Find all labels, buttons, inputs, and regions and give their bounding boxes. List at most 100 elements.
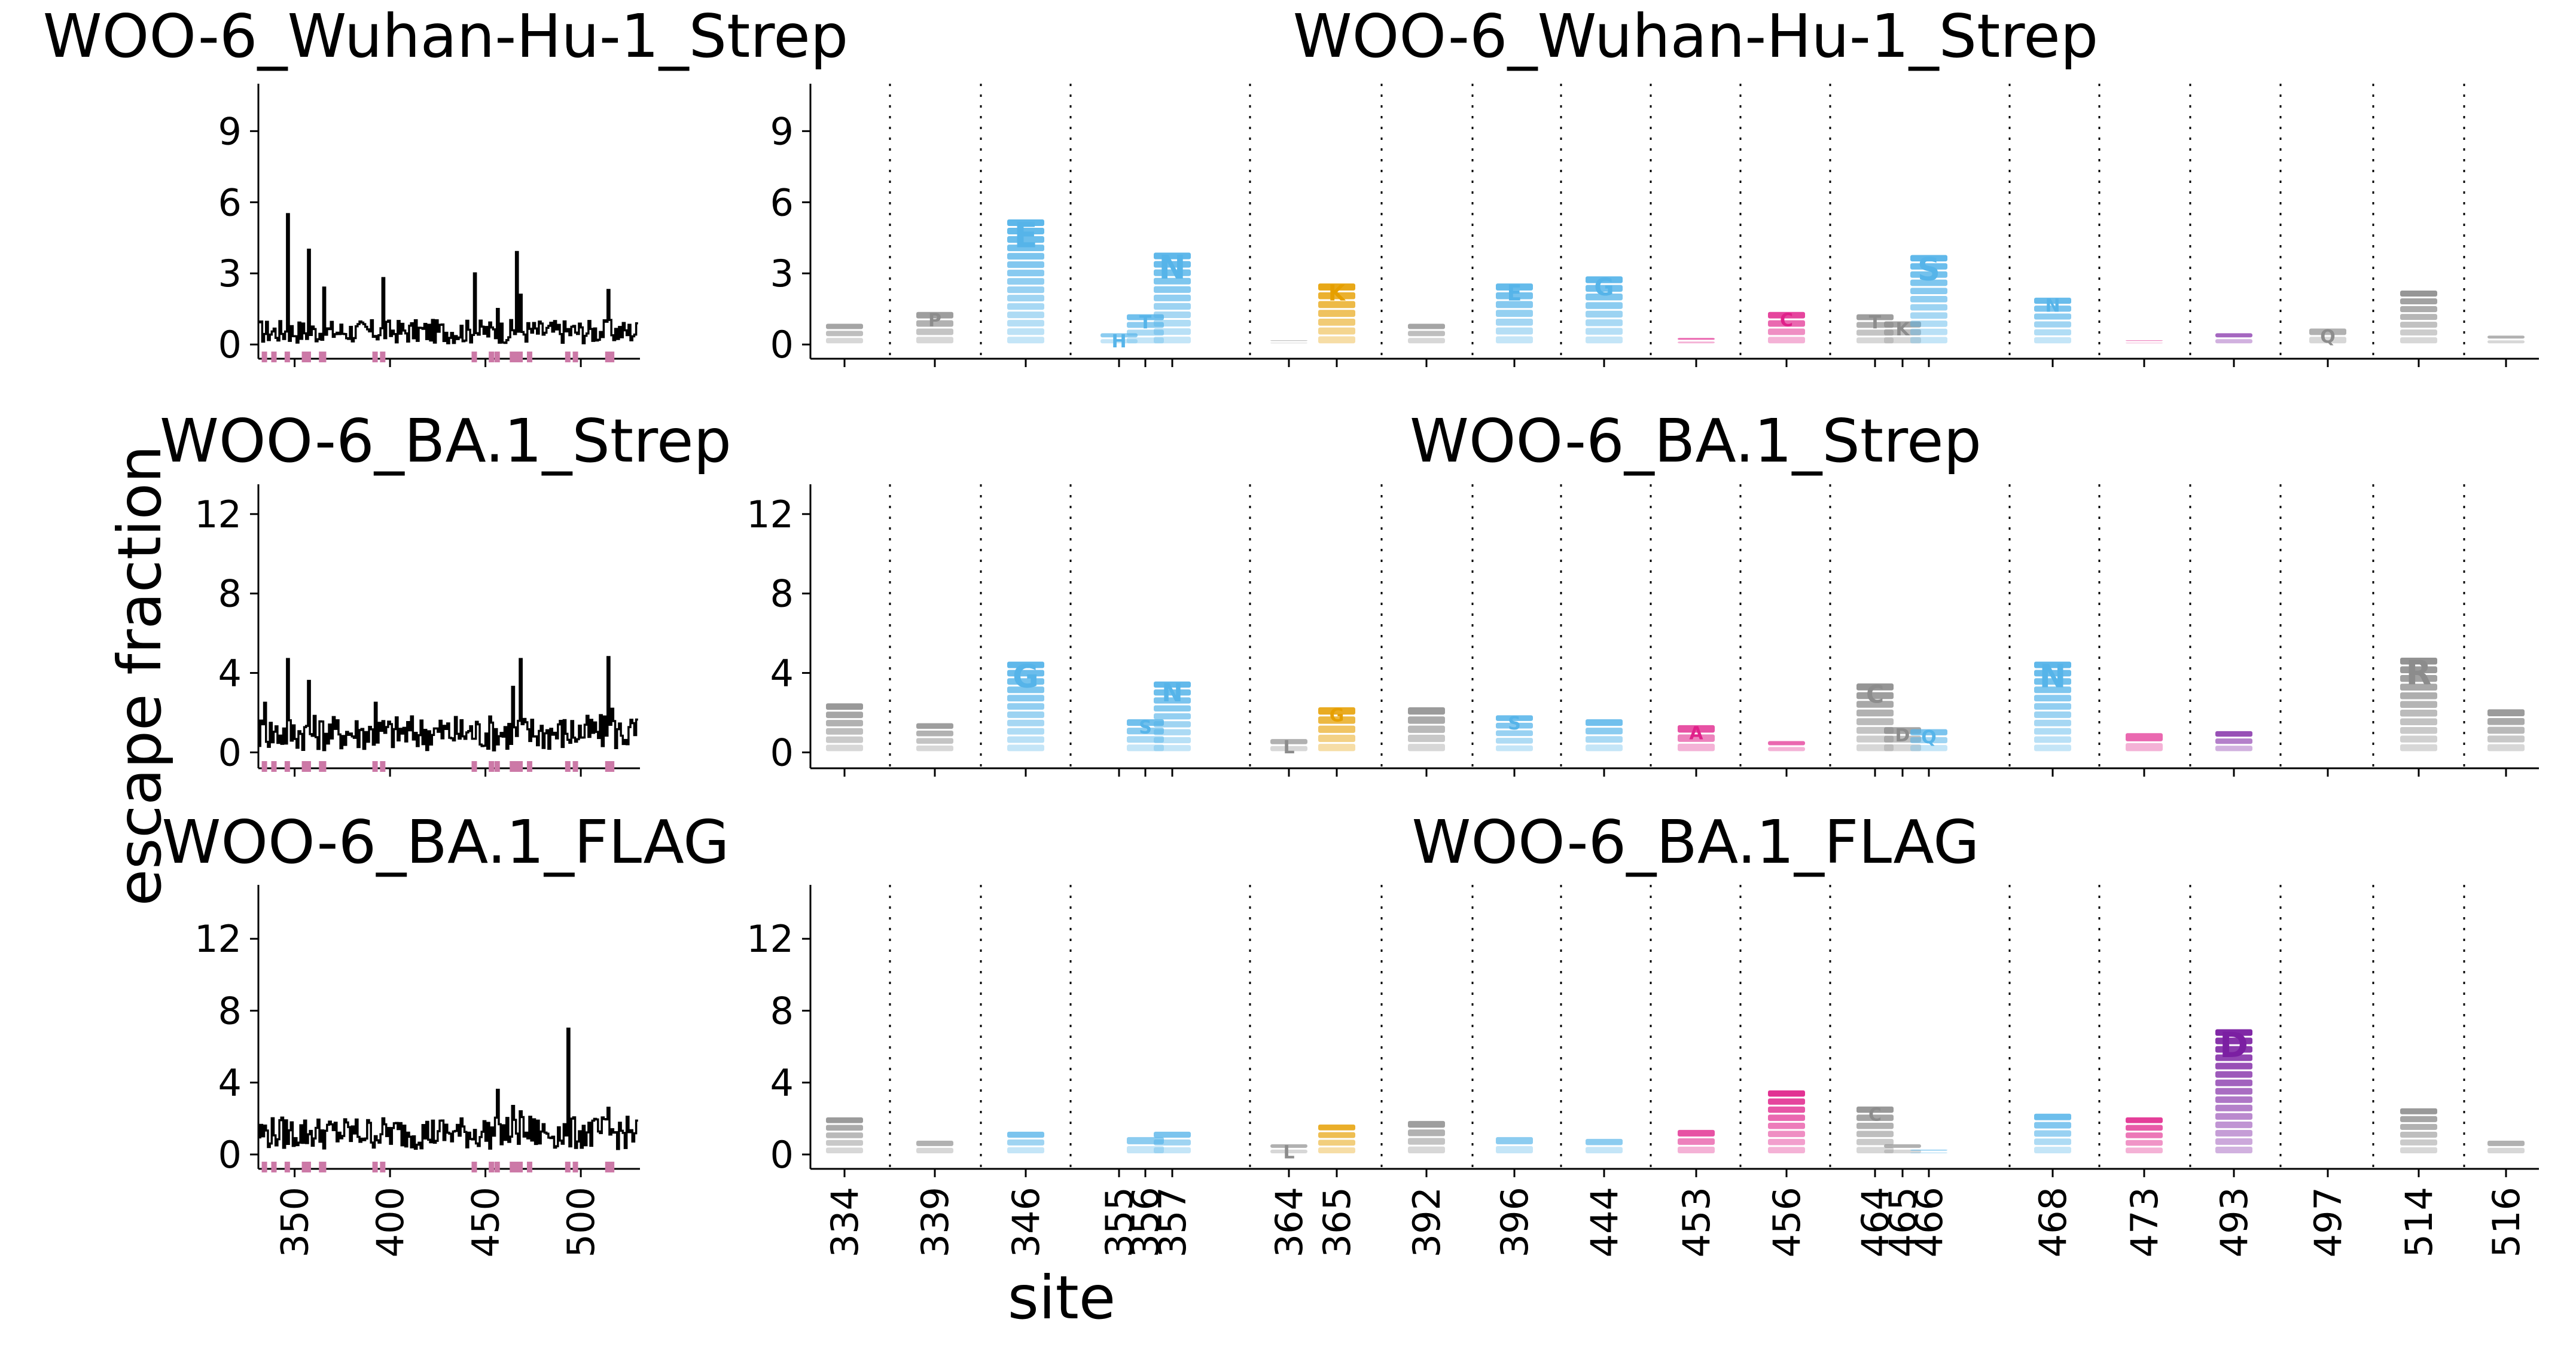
- logo-letter-band: [1270, 746, 1307, 752]
- logo-letter-band: [2400, 1131, 2437, 1138]
- logo-letter-band: [2034, 329, 2071, 335]
- logo-letter-band: [1910, 320, 1947, 327]
- site-marker: [565, 1162, 571, 1172]
- logo-letter-band: [1007, 328, 1044, 335]
- logo-letter-band: [1154, 252, 1191, 259]
- logo-letter-band: [1408, 744, 1445, 752]
- logo-letter-band: [916, 320, 953, 327]
- x-tick-label: 357: [1151, 1187, 1194, 1257]
- x-tick-label: 453: [1675, 1187, 1718, 1257]
- site-marker: [321, 761, 327, 772]
- site-marker: [284, 352, 290, 362]
- logo-letter-band: [2400, 1147, 2437, 1153]
- logo-letter-band: [1007, 278, 1044, 285]
- site-marker: [605, 761, 611, 772]
- logo-letter-band: [1408, 1146, 1445, 1153]
- logo-letter-band: [1408, 1129, 1445, 1137]
- x-tick-label: 334: [823, 1187, 867, 1257]
- site-marker: [489, 352, 495, 362]
- logo-letter-band: [1408, 707, 1445, 715]
- logo-letter-band: [1408, 338, 1445, 344]
- site-marker: [271, 1162, 277, 1172]
- logo-letter-band: [1154, 286, 1191, 293]
- logo-letter-band: [1496, 283, 1533, 291]
- site-marker: [609, 1162, 615, 1172]
- logo-letter-band: [1007, 711, 1044, 718]
- logo-letter-band: [2034, 1122, 2071, 1129]
- logo-letter-band: [2215, 1138, 2252, 1145]
- logo-letter-band: [1007, 1131, 1044, 1138]
- logo-letter-band: [1910, 263, 1947, 270]
- logo-letter-band: [1910, 1149, 1947, 1151]
- x-tick-label: 392: [1405, 1187, 1449, 1257]
- logo-letter-band: [1768, 1138, 1805, 1146]
- x-tick-label: 450: [464, 1187, 508, 1257]
- logo-letter-band: [1910, 304, 1947, 311]
- logo-letter-band: [1007, 311, 1044, 319]
- site-marker: [489, 1162, 495, 1172]
- logo-letter-band: [2034, 1113, 2071, 1120]
- logo-letter-band: [2126, 340, 2163, 341]
- y-tick-label: 4: [770, 652, 794, 695]
- logo-letter-band: [1884, 321, 1921, 328]
- site-marker: [284, 761, 290, 772]
- logo-letter-band: [2400, 1139, 2437, 1146]
- logo-letter-band: [916, 337, 953, 344]
- logo-letter-band: [1127, 728, 1164, 735]
- logo-top-letter: N: [2045, 295, 2060, 316]
- logo-letter-band: [1884, 1149, 1921, 1153]
- logo-letter-band: [1586, 276, 1623, 283]
- logo-letter-band: [1496, 730, 1533, 737]
- logo-letter-band: [2309, 337, 2346, 344]
- logo-letter-band: [1007, 303, 1044, 310]
- logo-letter-band: [826, 1125, 863, 1131]
- logo-letter-band: [1007, 1139, 1044, 1146]
- site-marker: [261, 761, 267, 772]
- logo-letter-band: [1496, 327, 1533, 335]
- y-tick-label: 0: [770, 323, 794, 366]
- logo-top-letter: N: [2040, 657, 2066, 695]
- logo-letter-band: [1318, 1124, 1355, 1131]
- x-tick-label: 497: [2306, 1187, 2350, 1257]
- panel-title: WOO-6_BA.1_Strep: [160, 406, 731, 476]
- logo-letter-band: [1007, 286, 1044, 294]
- logo-letter-band: [1154, 689, 1191, 696]
- logo-top-letter: C: [1780, 310, 1793, 331]
- logo-letter-band: [1586, 1138, 1623, 1146]
- logo-letter-band: [1586, 336, 1623, 344]
- logo-letter-band: [2400, 1108, 2437, 1114]
- logo-letter-band: [2215, 1104, 2252, 1111]
- logo-letter-band: [1586, 328, 1623, 335]
- logo-letter-band: [1318, 310, 1355, 317]
- logo-letter-band: [1586, 736, 1623, 743]
- site-marker: [261, 352, 267, 362]
- site-marker: [517, 352, 523, 362]
- logo-letter-band: [2126, 1140, 2163, 1146]
- x-tick-label: 355: [1098, 1187, 1141, 1257]
- logo-letter-band: [1318, 301, 1355, 309]
- y-tick-label: 8: [770, 572, 794, 616]
- logo-letter-band: [1496, 715, 1533, 721]
- logo-letter-band: [1318, 327, 1355, 335]
- y-tick-label: 4: [770, 1061, 794, 1105]
- logo-letter-band: [2215, 339, 2252, 344]
- logo-letter-band: [2034, 744, 2071, 752]
- logo-letter-band: [1768, 1090, 1805, 1097]
- logo-letter-band: [1154, 737, 1191, 744]
- logo-letter-band: [2034, 695, 2071, 702]
- logo-letter-band: [1318, 716, 1355, 724]
- panel-title: WOO-6_Wuhan-Hu-1_Strep: [1293, 1, 2098, 71]
- logo-letter-band: [2400, 726, 2437, 734]
- logo-top-letter: D: [1895, 725, 1910, 746]
- logo-letter-band: [1768, 320, 1805, 327]
- logo-letter-band: [2215, 1121, 2252, 1128]
- logo-letter-band: [1768, 1098, 1805, 1105]
- logo-top-letter: N: [1162, 678, 1182, 707]
- logo-letter-band: [1007, 253, 1044, 260]
- logo-letter-band: [1856, 709, 1894, 717]
- y-axis-label: escape fraction: [105, 445, 175, 906]
- logo-letter-band: [2034, 719, 2071, 726]
- logo-letter-band: [1007, 678, 1044, 685]
- logo-letter-band: [2400, 329, 2437, 336]
- logo-letter-band: [1586, 744, 1623, 752]
